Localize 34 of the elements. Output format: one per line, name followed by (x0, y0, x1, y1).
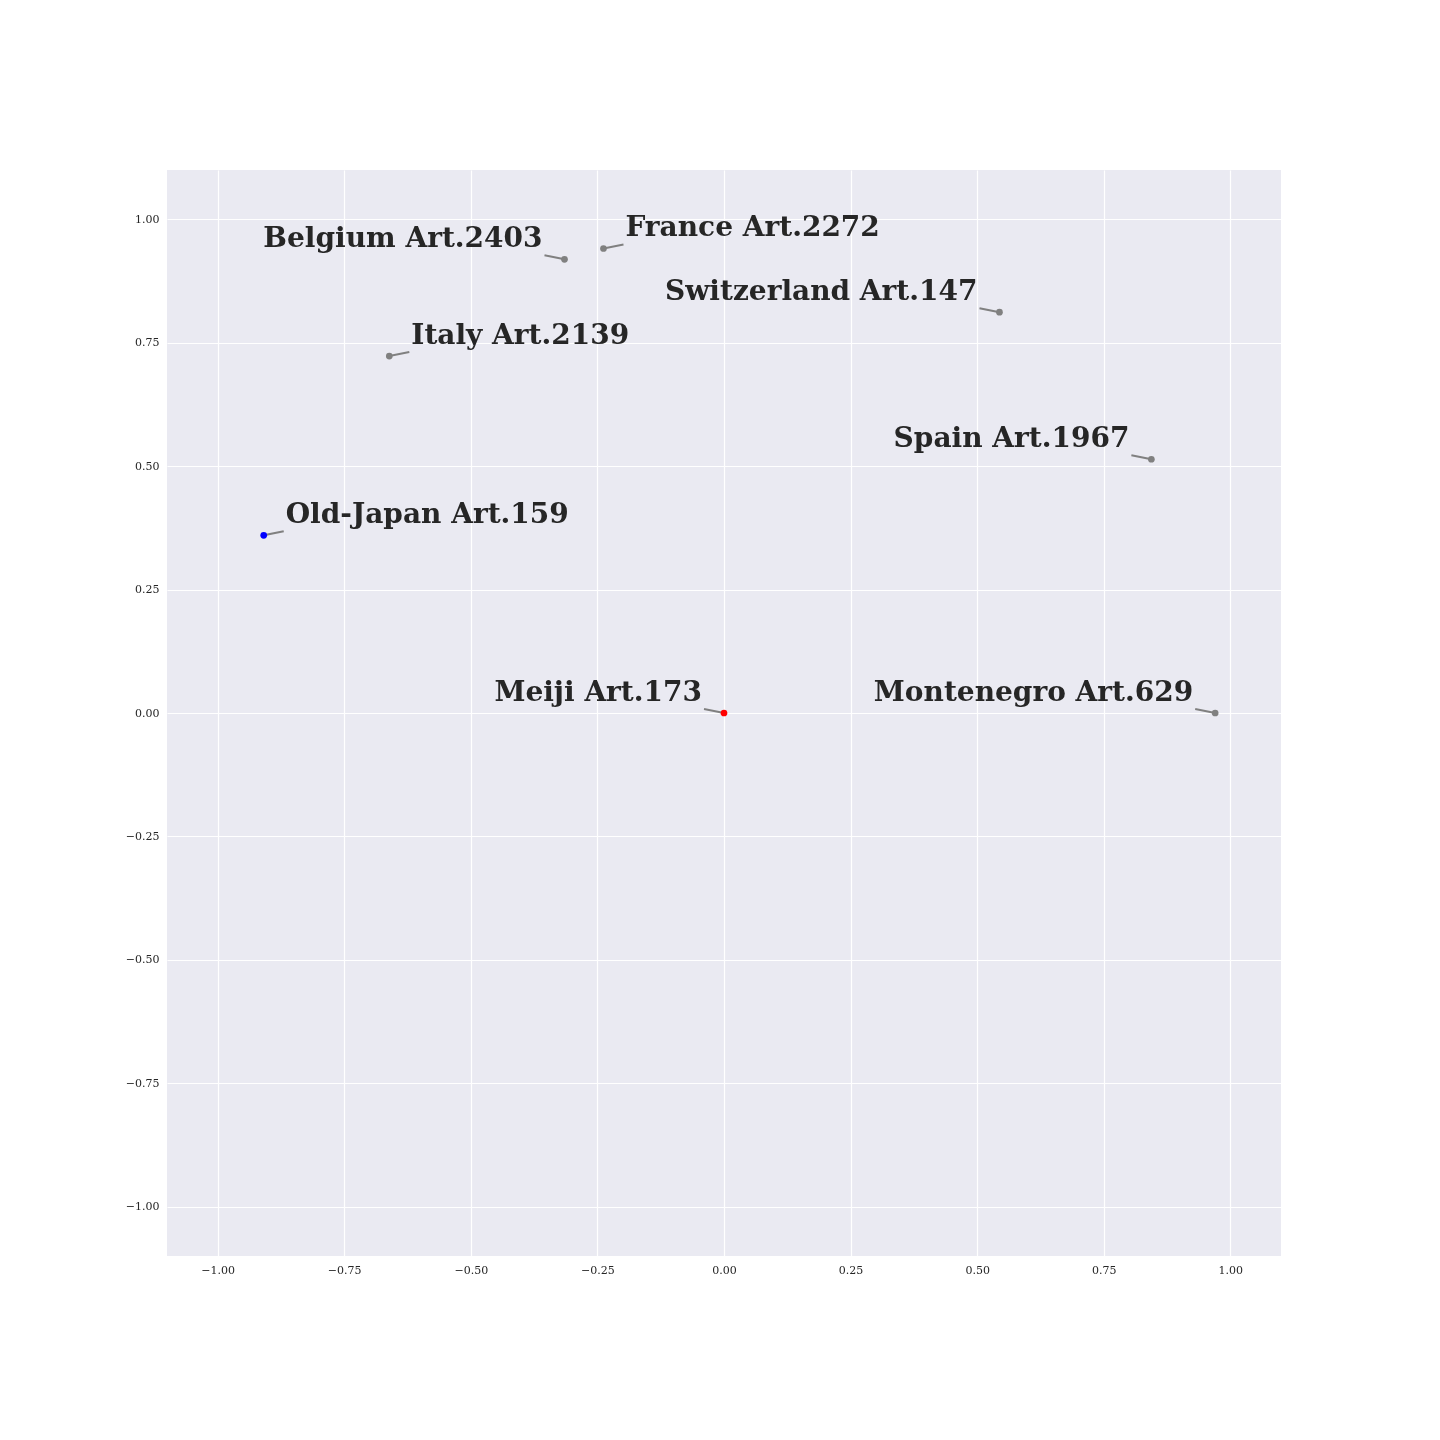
point (561, 256, 568, 263)
data-label: Belgium Art.2403 (263, 221, 543, 255)
x-tick-label: −0.25 (581, 1263, 615, 1277)
point (720, 709, 728, 717)
point (1148, 455, 1155, 463)
y-tick-label: −1.00 (125, 1200, 160, 1214)
y-tick-label: 1.00 (135, 212, 160, 226)
y-tick-label: 0.00 (135, 706, 160, 720)
x-tick-label: −0.50 (454, 1263, 489, 1277)
point (600, 245, 607, 252)
data-label: Meiji Art.173 (494, 675, 702, 708)
data-label: France Art.2272 (625, 210, 880, 244)
x-tick-label: 0.00 (712, 1263, 737, 1277)
point (260, 531, 268, 539)
y-tick-label: −0.50 (125, 953, 160, 967)
y-tick-label: −0.25 (125, 829, 160, 843)
data-label: Spain Art.1967 (893, 421, 1130, 455)
y-tick-label: 0.50 (135, 459, 160, 473)
data-label: Old-Japan Art.159 (285, 497, 569, 531)
x-tick-label: 0.75 (1092, 1263, 1117, 1277)
y-tick-label: 0.25 (135, 583, 160, 597)
x-tick-label: 0.50 (965, 1263, 990, 1277)
point (1211, 709, 1219, 717)
y-tick-label: 0.75 (135, 336, 160, 350)
point (385, 352, 393, 360)
data-label: Switzerland Art.147 (665, 274, 978, 308)
x-tick-label: −0.75 (327, 1263, 362, 1277)
x-tick-label: 0.25 (838, 1263, 864, 1277)
point (996, 308, 1003, 316)
data-label: Montenegro Art.629 (873, 675, 1194, 708)
y-tick-label: −0.75 (125, 1076, 160, 1090)
x-tick-label: 1.00 (1218, 1263, 1244, 1277)
x-tick-label: −1.00 (201, 1263, 235, 1277)
data-label: Italy Art.2139 (411, 318, 630, 352)
